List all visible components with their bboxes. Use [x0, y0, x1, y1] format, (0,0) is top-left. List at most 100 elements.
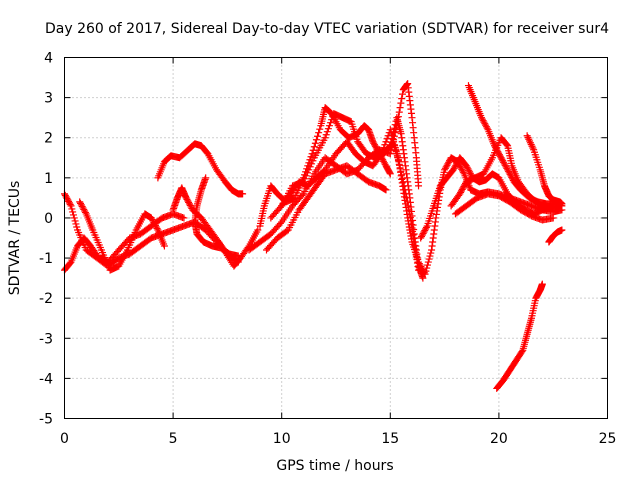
data-point: [504, 166, 512, 174]
data-point: [308, 150, 316, 158]
data-point: [153, 224, 161, 232]
data-point: [482, 121, 490, 129]
data-point: [65, 199, 73, 207]
data-point: [479, 117, 487, 125]
data-point: [417, 234, 425, 242]
data-point: [303, 169, 311, 177]
data-point: [466, 169, 474, 177]
data-point: [415, 260, 423, 268]
data-point: [322, 131, 330, 139]
data-point: [309, 157, 317, 165]
x-tick-label: 25: [599, 431, 617, 447]
data-point: [452, 161, 460, 169]
data-point: [64, 196, 72, 204]
data-point: [456, 190, 464, 198]
data-point: [184, 197, 192, 205]
data-point: [77, 201, 85, 209]
data-point: [463, 163, 471, 171]
data-point: [466, 168, 474, 176]
data-point: [187, 203, 195, 211]
y-tick-label: 0: [44, 211, 53, 227]
data-point: [66, 259, 74, 267]
data-point: [61, 191, 69, 199]
data-point: [69, 208, 77, 216]
y-tick-label: -4: [39, 371, 53, 387]
data-point: [81, 208, 89, 216]
data-point: [425, 255, 433, 263]
data-point: [462, 162, 470, 170]
data-point: [500, 158, 508, 166]
data-point: [503, 164, 511, 172]
data-point: [185, 200, 193, 208]
y-tick-label: -5: [39, 412, 53, 428]
data-point: [518, 348, 526, 356]
data-point: [495, 151, 503, 159]
data-point: [371, 141, 379, 149]
data-point: [382, 186, 390, 194]
data-point: [81, 207, 89, 215]
data-point: [302, 172, 310, 180]
data-point: [387, 129, 395, 137]
data-point: [380, 159, 388, 167]
data-point: [185, 198, 193, 206]
data-point: [423, 261, 431, 269]
data-point: [386, 126, 394, 134]
data-point: [380, 157, 388, 165]
data-point: [399, 90, 407, 98]
data-point: [182, 194, 190, 202]
data-point: [549, 214, 557, 222]
data-point: [442, 163, 450, 171]
y-tick-label: -1: [39, 251, 53, 267]
data-point: [508, 173, 516, 181]
data-point: [151, 220, 159, 228]
data-point: [314, 132, 322, 140]
data-point: [419, 266, 427, 274]
data-point: [445, 158, 453, 166]
data-point: [505, 169, 513, 177]
x-tick-labels: 0 5 10 15 20 25: [60, 431, 616, 447]
series-arc-18: [545, 226, 566, 246]
data-point: [461, 181, 469, 189]
data-point: [321, 134, 329, 142]
data-point: [239, 190, 247, 198]
data-point: [152, 223, 160, 231]
data-point: [311, 139, 319, 147]
data-point: [305, 166, 313, 174]
data-point: [369, 138, 377, 146]
data-point: [389, 135, 397, 143]
y-tick-label: 3: [44, 91, 53, 107]
series-arc-15: [464, 82, 566, 210]
data-point: [494, 148, 502, 156]
data-point: [457, 188, 465, 196]
data-point: [70, 214, 78, 222]
data-point: [458, 165, 466, 173]
plot-frame: [64, 57, 608, 419]
data-point: [180, 214, 188, 222]
data-point: [482, 123, 490, 131]
data-point: [459, 168, 467, 176]
x-tick-label: 20: [490, 431, 508, 447]
data-point: [441, 166, 449, 174]
data-point: [379, 147, 387, 155]
data-point: [422, 223, 430, 231]
data-point: [65, 197, 73, 205]
data-point: [457, 187, 465, 195]
data-point: [420, 269, 428, 277]
data-point: [458, 185, 466, 193]
series-arc-4: [154, 140, 247, 198]
x-tick-label: 5: [169, 431, 178, 447]
data-point: [69, 211, 77, 219]
data-point: [457, 164, 465, 172]
data-point: [67, 202, 75, 210]
data-point: [464, 165, 472, 173]
x-axis-label: GPS time / hours: [276, 458, 393, 474]
chart-title: Day 260 of 2017, Sidereal Day-to-day VTE…: [45, 21, 609, 37]
data-point: [491, 143, 499, 151]
data-point: [398, 95, 406, 103]
data-point: [310, 143, 318, 151]
data-point: [325, 122, 333, 130]
data-point: [459, 167, 467, 175]
data-point: [149, 217, 157, 225]
data-point: [441, 164, 449, 172]
